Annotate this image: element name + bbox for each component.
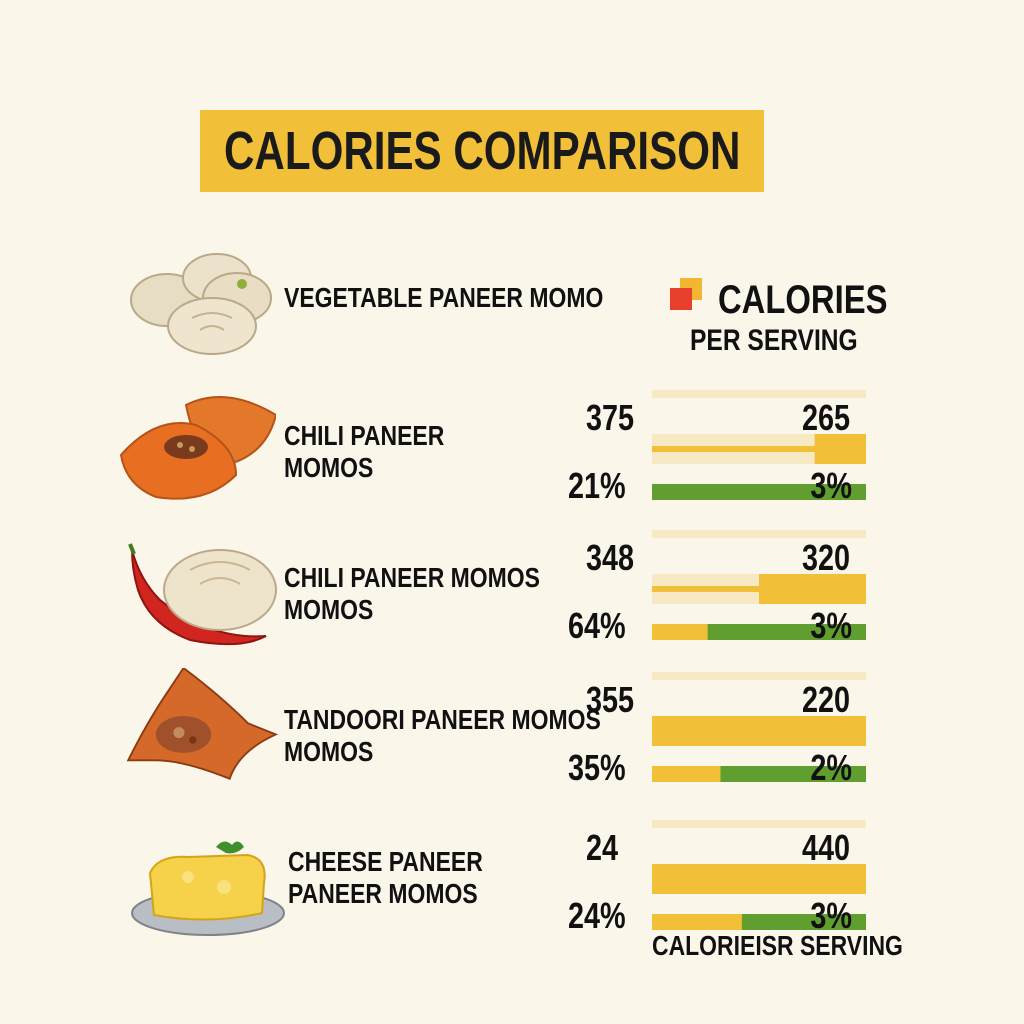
calorie-bar — [759, 574, 866, 604]
calorie-right-value: 220 — [801, 679, 850, 720]
percent-left-value: 35% — [568, 747, 626, 788]
calorie-bar — [814, 434, 866, 464]
fried-momo-icon — [116, 385, 276, 505]
cheese-momo-icon — [128, 828, 288, 948]
percent-right-value: 3% — [810, 605, 852, 646]
legend-subtitle: PER SERVING — [690, 324, 858, 357]
item-name-tandoori-paneer-momos: TANDOORI PANEER MOMOS MOMOS — [284, 704, 670, 768]
calorie-bar-track — [652, 434, 866, 464]
chart-footer-label: CALORIEISR SERVING — [652, 930, 958, 962]
item-name-line: MOMOS — [284, 736, 374, 767]
calorie-left-value: 355 — [586, 679, 635, 720]
calorie-bar-track — [652, 864, 866, 894]
calorie-bar-base — [652, 728, 866, 734]
calorie-right-value: 265 — [801, 397, 850, 438]
item-name-line: CHILI PANEER MOMOS — [284, 562, 540, 593]
calorie-bar-track — [652, 574, 866, 604]
item-name-line: MOMOS — [284, 594, 374, 625]
item-name-line: MOMOS — [284, 452, 374, 483]
calorie-bar-base — [652, 876, 866, 882]
item-name-line: CHEESE PANEER — [288, 846, 483, 877]
calorie-right-value: 320 — [801, 537, 850, 578]
item-name-line: CHILI PANEER — [284, 420, 445, 451]
item-name-line: VEGETABLE PANEER MOMO — [284, 282, 604, 313]
calorie-bar-track — [652, 716, 866, 746]
calorie-bar-base — [652, 446, 866, 452]
calorie-bar — [652, 864, 866, 894]
tandoori-momo-icon — [122, 668, 282, 788]
chili-momo-icon — [120, 540, 280, 660]
calories-legend-icon — [670, 278, 702, 310]
calorie-bar — [652, 716, 866, 746]
chart-legend: CALORIES PER SERVING — [668, 276, 898, 366]
legend-title: CALORIES — [718, 278, 888, 322]
calorie-bar-base — [652, 586, 866, 592]
percent-left-value: 21% — [568, 465, 626, 506]
percent-right-value: 2% — [810, 747, 852, 788]
calorie-left-value: 375 — [586, 397, 635, 438]
footer-text: CALORIEISR SERVING — [652, 930, 903, 961]
calorie-left-value: 348 — [586, 537, 635, 578]
calorie-right-value: 440 — [801, 827, 850, 868]
calorie-left-value: 24 — [586, 827, 619, 868]
item-name-chili-paneer-momos: CHILI PANEER MOMOS — [284, 420, 480, 484]
title-banner: CALORIES COMPARISON — [200, 110, 764, 192]
item-name-vegetable-paneer-momo: VEGETABLE PANEER MOMO — [284, 282, 673, 314]
item-name-chili-paneer-momos-momos: CHILI PANEER MOMOS MOMOS — [284, 562, 596, 626]
item-name-line: TANDOORI PANEER MOMOS — [284, 704, 601, 735]
item-name-cheese-paneer-momos: CHEESE PANEER PANEER MOMOS — [288, 846, 526, 910]
item-name-line: PANEER MOMOS — [288, 878, 478, 909]
percent-right-value: 3% — [810, 465, 852, 506]
percent-right-value: 3% — [810, 895, 852, 936]
percent-left-value: 24% — [568, 895, 626, 936]
page-title: CALORIES COMPARISON — [224, 121, 741, 181]
steamed-momo-icon — [122, 238, 282, 358]
percent-left-value: 64% — [568, 605, 626, 646]
